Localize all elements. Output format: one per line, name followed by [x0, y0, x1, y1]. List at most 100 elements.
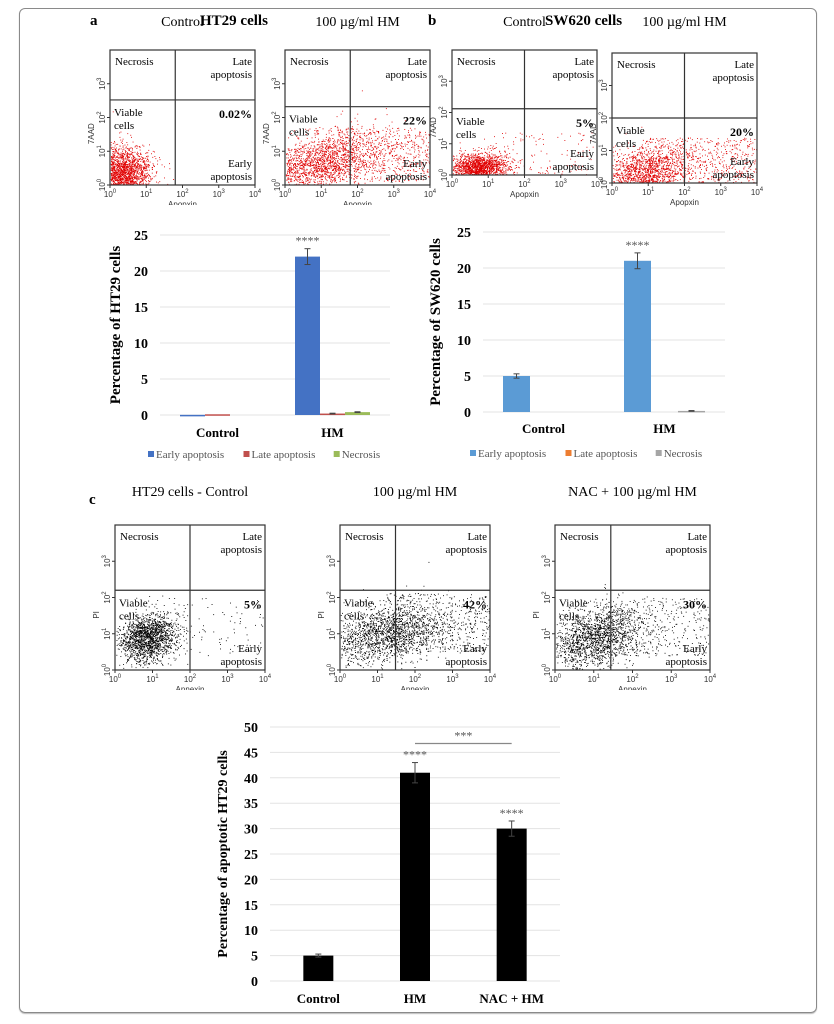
bar-early-apoptosis [503, 376, 530, 412]
x-tick-label: 100 [446, 179, 459, 189]
x-tick-label: 100 [104, 189, 117, 199]
quadrant-label-viable: Viable [114, 107, 143, 119]
quadrant-label-late: Late [467, 531, 487, 543]
dot-cloud [612, 126, 757, 184]
x-tick-label: 101 [146, 674, 159, 684]
quadrant-label-late: apoptosis [220, 544, 262, 556]
significance-label: *** [454, 729, 472, 743]
legend-label: Early apoptosis [478, 448, 546, 460]
quadrant-label-viable: Viable [119, 597, 148, 609]
y-tick-label: 10 [457, 334, 471, 349]
y-tick-label: 102 [542, 591, 552, 604]
x-tick-label: 103 [446, 674, 459, 684]
quadrant-label-late: Late [734, 59, 754, 71]
panel-c-letter: c [89, 492, 96, 508]
quadrant-label-early: Early [683, 643, 707, 655]
quadrant-label-viable: cells [616, 138, 636, 150]
bar-late-apoptosis [205, 414, 230, 416]
x-tick-label: 103 [213, 189, 226, 199]
x-tick-label: 101 [482, 179, 495, 189]
quadrant-label-viable: cells [114, 120, 134, 132]
y-tick-label: 100 [542, 663, 552, 676]
y-tick-label: 0 [464, 406, 471, 421]
y-tick-label: 15 [244, 899, 258, 914]
quadrant-label-early: apoptosis [552, 161, 594, 173]
y-tick-label: 101 [542, 627, 552, 640]
quadrant-label-necrosis: Necrosis [290, 56, 329, 68]
quadrant-label-viable: Viable [616, 125, 645, 137]
category-label: Control [297, 991, 340, 1006]
x-tick-label: 102 [678, 187, 691, 197]
x-tick-label: 103 [388, 189, 401, 199]
quadrant-label-necrosis: Necrosis [345, 531, 384, 543]
quadrant-label-viable: Viable [289, 114, 318, 126]
quadrant-label-viable: cells [119, 610, 139, 622]
bar-early-apoptosis [180, 414, 205, 417]
x-tick-label: 100 [549, 674, 562, 684]
quadrant-label-necrosis: Necrosis [115, 56, 154, 68]
figure-frame [19, 8, 817, 1013]
y-tick-label: 10 [244, 924, 258, 939]
flow-plot-c-nac: Necrosis LateapoptosisViablecellsEarlyapo… [532, 524, 717, 690]
y-axis-label: PI [532, 611, 541, 619]
quadrant-label-viable: cells [289, 127, 309, 139]
y-tick-label: 20 [134, 265, 148, 280]
quadrant-label-viable: cells [559, 610, 579, 622]
quadrant-label-early: Early [730, 156, 754, 168]
quadrant-label-late: apoptosis [712, 72, 754, 84]
flow-plot-a-hm: Necrosis LateapoptosisViablecellsEarlyapo… [262, 49, 437, 205]
y-tick-label: 35 [244, 797, 258, 812]
early-apoptosis-percentage: 5% [576, 116, 594, 130]
x-tick-label: 102 [626, 674, 639, 684]
y-tick-label: 102 [102, 591, 112, 604]
bar-early-apoptosis [624, 260, 651, 412]
x-axis-label: Annexin [401, 685, 430, 690]
dot-cloud [116, 595, 264, 669]
flow-plot-title: HT29 cells - Control [131, 485, 249, 500]
x-axis-label: Apopxin [343, 200, 372, 205]
flow-plot-title: Control [161, 15, 204, 30]
y-tick-label: 100 [102, 663, 112, 676]
x-tick-label: 104 [484, 674, 497, 684]
x-tick-label: 104 [424, 189, 437, 199]
quadrant-label-viable: cells [344, 610, 364, 622]
x-tick-label: 104 [259, 674, 272, 684]
quadrant-label-early: apoptosis [385, 171, 427, 183]
quadrant-label-early: apoptosis [445, 656, 487, 668]
y-tick-label: 20 [457, 262, 471, 277]
quadrant-label-viable: Viable [456, 116, 485, 128]
y-tick-label: 103 [542, 554, 552, 567]
y-tick-label: 100 [327, 663, 337, 676]
x-tick-label: 103 [221, 674, 234, 684]
x-tick-label: 101 [315, 189, 328, 199]
y-tick-label: 100 [599, 176, 609, 189]
sw620-bar-chart: 0 5 10 15 20 25 Percentage of SW620 cells Contr… [428, 226, 725, 460]
dot-cloud [110, 111, 174, 186]
dot-cloud [340, 561, 491, 670]
x-axis-label: Apopxin [168, 200, 197, 205]
category-label: Control [196, 425, 239, 440]
y-tick-label: 5 [141, 373, 148, 388]
category-label: HM [321, 425, 343, 440]
y-tick-label: 103 [599, 79, 609, 92]
y-axis-label: 7AAD [590, 123, 598, 144]
y-tick-label: 20 [244, 873, 258, 888]
x-tick-label: 100 [334, 674, 347, 684]
early-apoptosis-percentage: 22% [403, 114, 427, 128]
quadrant-label-necrosis: Necrosis [617, 59, 656, 71]
early-apoptosis-percentage: 30% [683, 597, 707, 611]
y-tick-label: 25 [457, 226, 471, 241]
x-tick-label: 103 [665, 674, 678, 684]
y-tick-label: 103 [97, 77, 107, 90]
legend-swatch [470, 450, 476, 456]
early-apoptosis-percentage: 5% [244, 597, 262, 611]
quadrant-label-early: apoptosis [665, 656, 707, 668]
y-axis-label: 7AAD [87, 123, 96, 144]
y-tick-label: 100 [97, 178, 107, 191]
x-tick-label: 102 [176, 189, 189, 199]
quadrant-label-late: Late [242, 531, 262, 543]
y-axis-label: 7AAD [262, 123, 271, 144]
y-tick-label: 103 [327, 554, 337, 567]
quadrant-label-early: apoptosis [210, 171, 252, 183]
panel-a-title: HT29 cells [200, 13, 268, 29]
